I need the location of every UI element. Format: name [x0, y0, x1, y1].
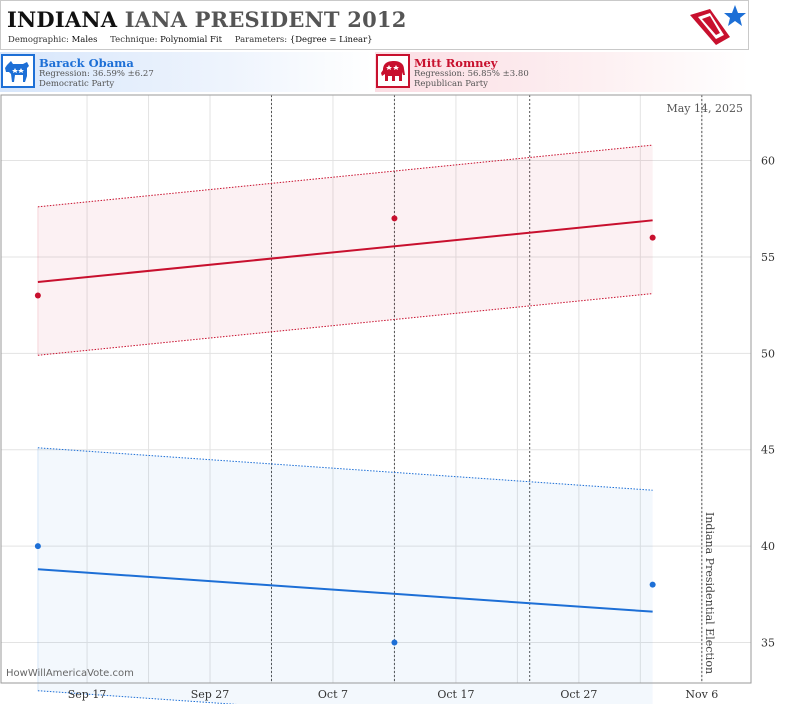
candidate-name: Barack Obama — [39, 56, 134, 70]
poll-regression-chart: 35 40 45 50 55 60 Sep 17 Sep 27 Oct 7 Oct 17 Oct 2… — [0, 94, 775, 704]
parameters-label: Parameters: — [234, 35, 288, 45]
x-tick-label: Sep 27 — [191, 688, 230, 701]
x-tick-label: Nov 6 — [685, 688, 718, 701]
page-title: INDIANA IANA PRESIDENT 2012 — [7, 7, 407, 32]
elephant-icon — [376, 54, 410, 88]
candidate-obama-card: Barack Obama Regression: 36.59% ±6.27 De… — [0, 52, 374, 92]
candidate-regression: Regression: 56.85% ±3.80 — [414, 69, 529, 79]
star-logo-icon — [690, 5, 746, 45]
confidence-band — [37, 447, 653, 704]
y-tick-label: 40 — [761, 540, 775, 553]
y-tick-label: 60 — [761, 155, 775, 168]
x-tick-label: Oct 7 — [318, 688, 348, 701]
y-tick-label: 45 — [761, 444, 775, 457]
band-upper-line — [37, 144, 653, 208]
demographic-value: Males — [71, 35, 98, 45]
watermark: HowWillAmericaVote.com — [6, 668, 134, 679]
donkey-icon — [1, 54, 35, 88]
x-tick-label: Oct 17 — [437, 688, 474, 701]
technique-value: Polynomial Fit — [160, 35, 223, 45]
chart-header: INDIANA IANA PRESIDENT 2012 Demographic:… — [0, 0, 749, 50]
candidate-party: Democratic Party — [39, 79, 115, 89]
date-stamp: May 14, 2025 — [666, 102, 743, 115]
regression-line — [37, 219, 653, 283]
poll-point — [391, 639, 398, 646]
plot-frame — [0, 94, 752, 684]
candidate-romney-card: Mitt Romney Regression: 56.85% ±3.80 Rep… — [375, 52, 749, 92]
poll-point — [649, 234, 656, 241]
candidate-name: Mitt Romney — [414, 56, 498, 70]
band-lower-line — [37, 690, 238, 704]
candidate-regression: Regression: 36.59% ±6.27 — [39, 69, 154, 79]
regression-line — [37, 568, 653, 613]
band-lower-line — [37, 293, 653, 356]
poll-point — [34, 292, 41, 299]
band-upper-line — [37, 447, 653, 491]
candidate-party: Republican Party — [414, 79, 488, 89]
y-tick-label: 50 — [761, 347, 775, 360]
x-tick-label: Oct 27 — [560, 688, 597, 701]
y-tick-label: 55 — [761, 251, 775, 264]
demographic-label: Demographic: — [8, 35, 69, 45]
technique-label: Technique: — [110, 35, 158, 45]
election-label: Indiana Presidential Election — [703, 512, 716, 674]
poll-point — [391, 215, 398, 222]
chart-parameters: Demographic: Males Technique: Polynomial… — [8, 35, 373, 45]
poll-point — [649, 581, 656, 588]
parameters-value: {Degree = Linear} — [289, 35, 373, 45]
x-tick-label: Sep 17 — [68, 688, 107, 701]
poll-point — [34, 543, 41, 550]
title-race: IANA PRESIDENT 2012 — [124, 7, 407, 32]
title-state: INDIANA — [7, 7, 118, 32]
y-tick-label: 35 — [761, 637, 775, 650]
